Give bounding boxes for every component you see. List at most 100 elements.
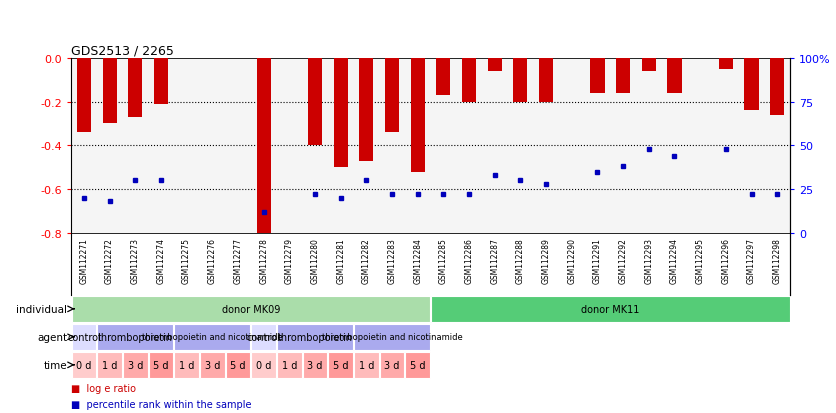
Text: GSM112288: GSM112288 bbox=[516, 237, 525, 283]
Text: GSM112279: GSM112279 bbox=[285, 237, 293, 284]
Text: GSM112276: GSM112276 bbox=[208, 237, 217, 284]
Text: 5 d: 5 d bbox=[230, 360, 246, 370]
Text: GSM112284: GSM112284 bbox=[413, 237, 422, 283]
Bar bbox=[252, 324, 276, 350]
Text: thrombopoietin: thrombopoietin bbox=[98, 332, 173, 342]
Text: GSM112285: GSM112285 bbox=[439, 237, 448, 283]
Bar bbox=[513, 59, 528, 102]
Text: GSM112286: GSM112286 bbox=[465, 237, 473, 283]
Text: GSM112287: GSM112287 bbox=[490, 237, 499, 283]
Text: 3 d: 3 d bbox=[308, 360, 323, 370]
Text: 5 d: 5 d bbox=[410, 360, 426, 370]
Bar bbox=[174, 324, 250, 350]
Text: 1 d: 1 d bbox=[359, 360, 374, 370]
Text: 1 d: 1 d bbox=[282, 360, 297, 370]
Bar bbox=[642, 59, 656, 72]
Text: 0 d: 0 d bbox=[76, 360, 92, 370]
Bar bbox=[405, 352, 430, 378]
Text: GSM112278: GSM112278 bbox=[259, 237, 268, 283]
Text: GSM112289: GSM112289 bbox=[542, 237, 551, 283]
Text: GDS2513 / 2265: GDS2513 / 2265 bbox=[71, 45, 174, 57]
Bar bbox=[123, 352, 148, 378]
Bar bbox=[334, 59, 348, 168]
Text: 3 d: 3 d bbox=[128, 360, 143, 370]
Text: GSM112293: GSM112293 bbox=[645, 237, 653, 284]
Bar bbox=[770, 59, 784, 116]
Bar bbox=[71, 59, 790, 233]
Bar bbox=[97, 352, 122, 378]
Bar bbox=[380, 352, 405, 378]
Bar bbox=[431, 296, 789, 322]
Text: 5 d: 5 d bbox=[333, 360, 349, 370]
Text: ■  log e ratio: ■ log e ratio bbox=[71, 383, 136, 393]
Text: GSM112275: GSM112275 bbox=[182, 237, 191, 284]
Text: GSM112283: GSM112283 bbox=[388, 237, 396, 283]
Bar bbox=[354, 352, 379, 378]
Bar bbox=[354, 324, 430, 350]
Text: ■  percentile rank within the sample: ■ percentile rank within the sample bbox=[71, 399, 252, 409]
Bar bbox=[303, 352, 328, 378]
Text: thrombopoietin and nicotinamide: thrombopoietin and nicotinamide bbox=[142, 332, 283, 342]
Bar bbox=[77, 59, 91, 133]
Bar bbox=[329, 352, 353, 378]
Text: GSM112277: GSM112277 bbox=[233, 237, 242, 284]
Bar bbox=[590, 59, 604, 94]
Bar bbox=[487, 59, 502, 72]
Bar bbox=[97, 324, 173, 350]
Bar bbox=[128, 59, 142, 118]
Text: GSM112294: GSM112294 bbox=[670, 237, 679, 284]
Bar bbox=[385, 59, 399, 133]
Bar bbox=[154, 59, 168, 104]
Bar bbox=[72, 324, 96, 350]
Bar bbox=[257, 59, 271, 233]
Text: GSM112272: GSM112272 bbox=[105, 237, 114, 283]
Bar bbox=[539, 59, 553, 102]
Text: control: control bbox=[247, 332, 281, 342]
Text: thrombopoietin and nicotinamide: thrombopoietin and nicotinamide bbox=[322, 332, 462, 342]
Bar bbox=[226, 352, 250, 378]
Bar bbox=[667, 59, 681, 94]
Text: GSM112291: GSM112291 bbox=[593, 237, 602, 283]
Text: GSM112292: GSM112292 bbox=[619, 237, 628, 283]
Text: agent: agent bbox=[38, 332, 68, 342]
Bar bbox=[252, 352, 276, 378]
Bar bbox=[410, 59, 425, 172]
Text: GSM112295: GSM112295 bbox=[696, 237, 705, 284]
Text: GSM112273: GSM112273 bbox=[130, 237, 140, 284]
Text: 0 d: 0 d bbox=[256, 360, 272, 370]
Text: GSM112274: GSM112274 bbox=[156, 237, 166, 284]
Text: control: control bbox=[67, 332, 101, 342]
Text: GSM112281: GSM112281 bbox=[336, 237, 345, 283]
Text: GSM112297: GSM112297 bbox=[747, 237, 756, 284]
Text: GSM112271: GSM112271 bbox=[79, 237, 89, 283]
Bar bbox=[103, 59, 117, 124]
Text: GSM112290: GSM112290 bbox=[568, 237, 576, 284]
Text: GSM112296: GSM112296 bbox=[721, 237, 731, 284]
Text: 1 d: 1 d bbox=[102, 360, 117, 370]
Bar bbox=[72, 296, 430, 322]
Text: GSM112280: GSM112280 bbox=[310, 237, 319, 283]
Bar bbox=[744, 59, 758, 111]
Bar bbox=[308, 59, 322, 146]
Text: donor MK09: donor MK09 bbox=[222, 304, 280, 314]
Text: GSM112282: GSM112282 bbox=[362, 237, 371, 283]
Bar bbox=[200, 352, 225, 378]
Bar bbox=[277, 324, 353, 350]
Text: thrombopoietin: thrombopoietin bbox=[278, 332, 353, 342]
Bar bbox=[72, 352, 96, 378]
Text: individual: individual bbox=[17, 304, 68, 314]
Bar bbox=[277, 352, 302, 378]
Bar bbox=[462, 59, 477, 102]
Bar bbox=[719, 59, 733, 70]
Text: donor MK11: donor MK11 bbox=[581, 304, 640, 314]
Text: 3 d: 3 d bbox=[205, 360, 220, 370]
Text: GSM112298: GSM112298 bbox=[772, 237, 782, 283]
Bar bbox=[174, 352, 199, 378]
Text: 1 d: 1 d bbox=[179, 360, 194, 370]
Text: time: time bbox=[43, 360, 68, 370]
Bar bbox=[359, 59, 374, 161]
Text: 5 d: 5 d bbox=[153, 360, 169, 370]
Text: 3 d: 3 d bbox=[385, 360, 400, 370]
Bar bbox=[149, 352, 173, 378]
Bar bbox=[616, 59, 630, 94]
